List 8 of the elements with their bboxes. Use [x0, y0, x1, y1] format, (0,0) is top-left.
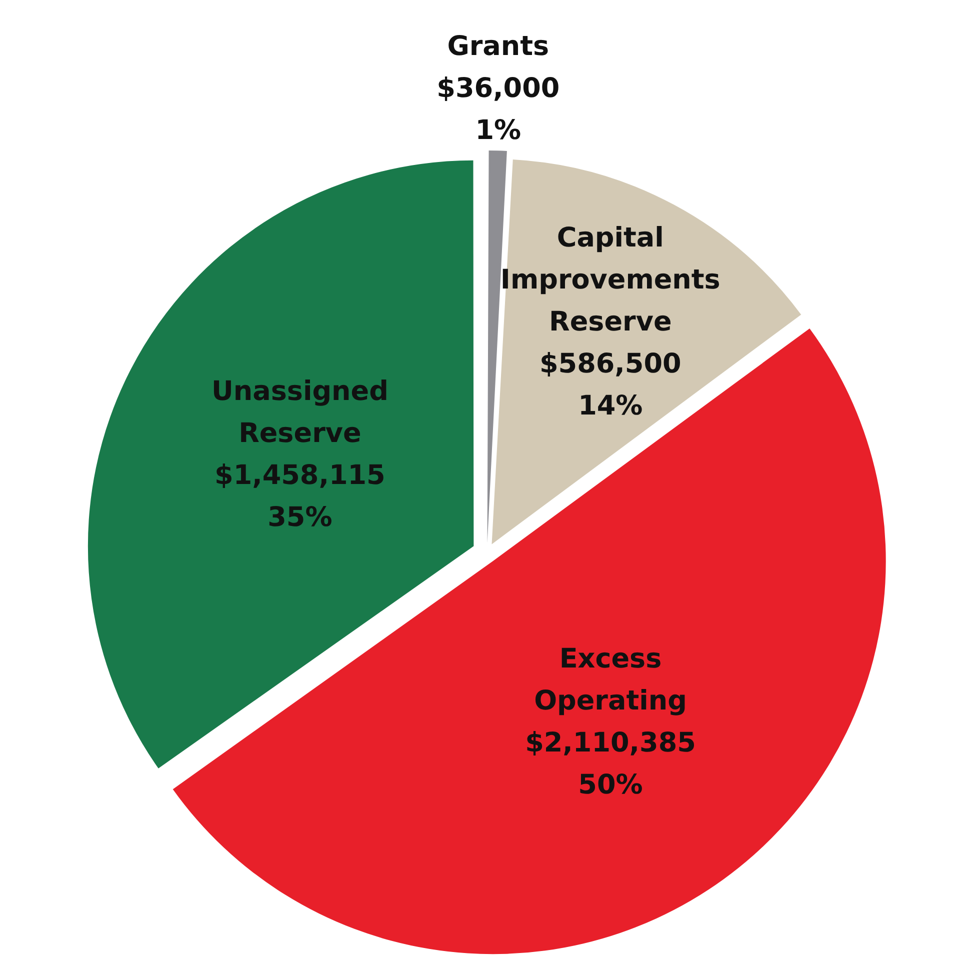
slice-label: Unassigned Reserve — [211, 376, 388, 450]
data-label: $586,500 14% — [540, 348, 682, 422]
data-label: $2,110,385 50% — [525, 728, 696, 801]
data-label: $36,000 1% — [436, 73, 560, 146]
slice-label: Grants — [447, 31, 550, 62]
slice-label: Excess Operating — [534, 644, 687, 717]
slice-label: Capital Improvements Reserve — [500, 222, 720, 338]
data-label: $1,458,115 35% — [214, 460, 386, 534]
